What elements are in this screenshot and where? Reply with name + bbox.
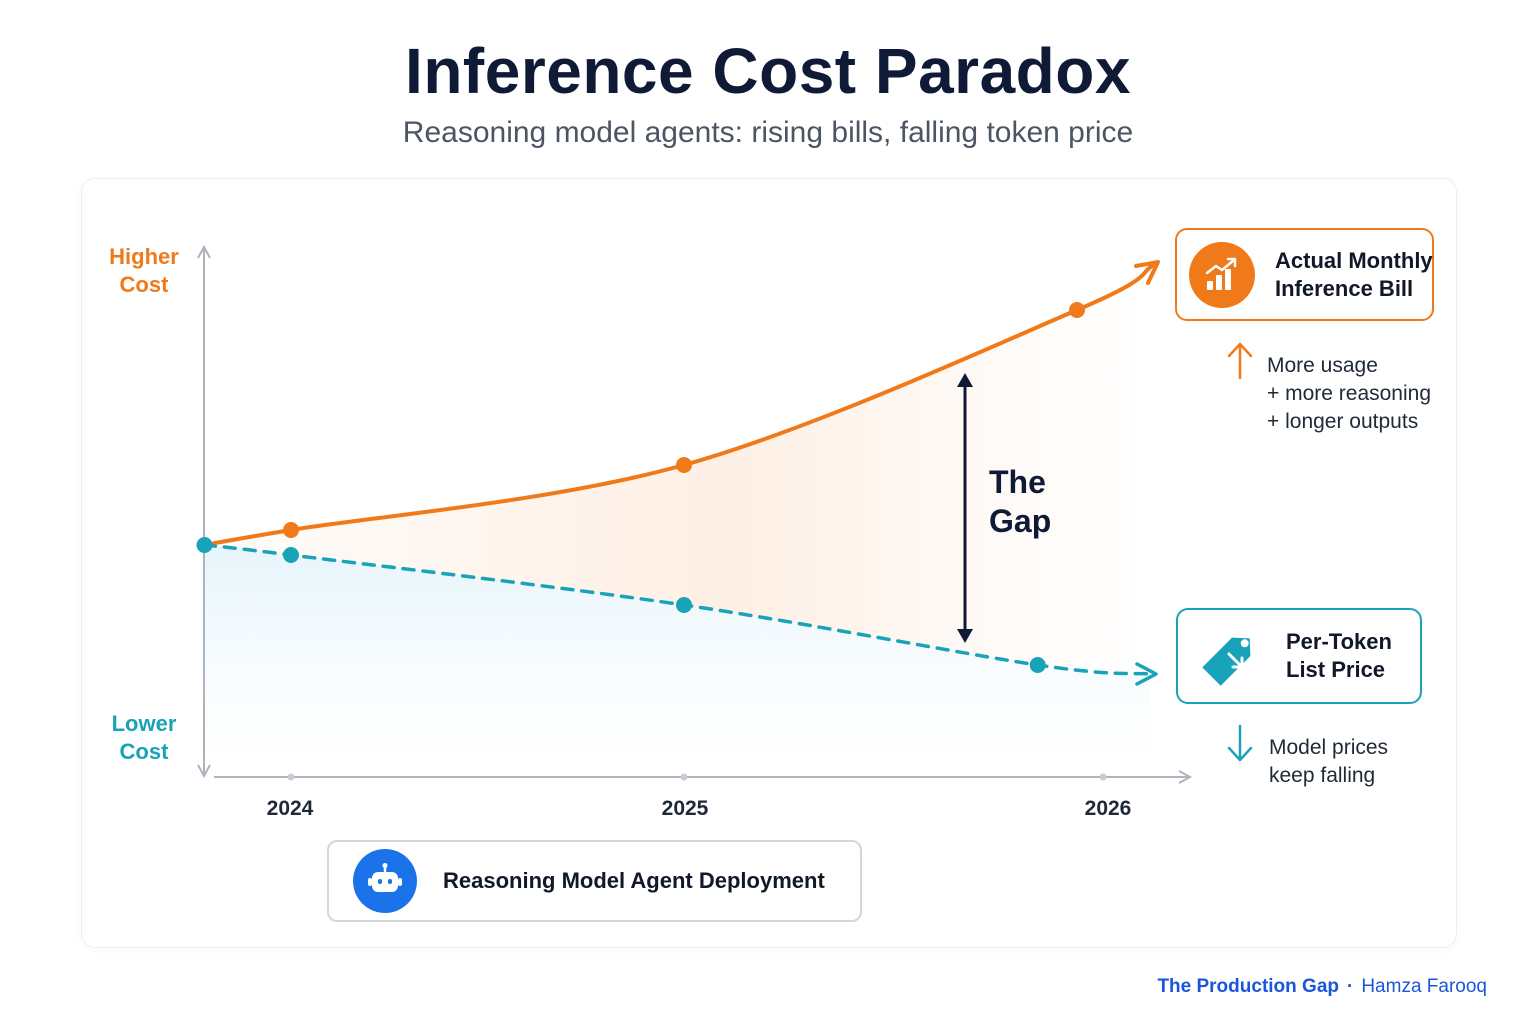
x-tick-mark [680, 773, 688, 781]
x-tick-label: 2026 [1084, 797, 1132, 820]
gap-label-text: The Gap [989, 464, 1052, 539]
page-subtitle: Reasoning model agents: rising bills, fa… [402, 116, 1134, 149]
bill-note-line: + longer outputs [1267, 410, 1419, 433]
gap-double-arrow [957, 373, 973, 643]
x-tick-mark [287, 773, 295, 781]
price-note-line: Model prices [1269, 736, 1389, 759]
price-note: Model prices keep falling [1269, 734, 1388, 790]
bill-data-point [676, 457, 692, 473]
price-legend-box: Per-Token List Price [1176, 608, 1422, 704]
price-data-point [676, 597, 692, 613]
footer-credit: The Production Gap · Hamza Farooq [1157, 976, 1487, 998]
price-fill-area [204, 545, 1150, 770]
footer-separator: · [1347, 976, 1354, 997]
bill-note-line: + more reasoning [1267, 382, 1432, 405]
price-note-line: keep falling [1269, 764, 1376, 787]
price-data-point [196, 537, 213, 553]
y-axis-high-label: Higher Cost [109, 244, 179, 297]
y-axis-low-label: Lower Cost [111, 711, 177, 764]
bill-series-arrowhead [1134, 260, 1160, 285]
bill-legend-label: Actual Monthly Inference Bill [1275, 247, 1435, 303]
price-data-point [1029, 657, 1046, 673]
x-tick-label: 2024 [266, 797, 314, 820]
x-axis [214, 770, 1193, 784]
footer-author: Hamza Farooq [1361, 976, 1487, 997]
bill-legend-text: Actual Monthly Inference Bill [1275, 247, 1433, 301]
robot-icon [353, 849, 417, 913]
bill-data-point [283, 522, 299, 538]
bill-legend-box: Actual Monthly Inference Bill [1175, 228, 1434, 321]
page-title: Inference Cost Paradox [405, 35, 1131, 107]
deployment-label-box: Reasoning Model Agent Deployment [327, 840, 862, 922]
bill-note: More usage + more reasoning + longer out… [1267, 352, 1431, 436]
x-tick-mark [1099, 773, 1107, 781]
footer-publication: The Production Gap [1157, 976, 1339, 997]
bill-data-point [1069, 302, 1085, 318]
rising-bar-chart-icon [1189, 241, 1255, 308]
price-legend-label: Per-Token List Price [1286, 628, 1396, 684]
price-tag-icon [1196, 620, 1268, 692]
gap-label: The Gap [989, 463, 1059, 541]
price-legend-text: Per-Token List Price [1286, 629, 1392, 682]
price-data-point [283, 547, 299, 563]
bill-note-line: More usage [1267, 354, 1378, 377]
up-arrow-icon [1227, 342, 1253, 380]
price-series-arrowhead [1135, 662, 1158, 686]
deployment-label: Reasoning Model Agent Deployment [443, 868, 825, 893]
y-axis [197, 244, 211, 779]
x-tick-label: 2025 [661, 797, 709, 820]
down-arrow-icon [1227, 724, 1253, 762]
